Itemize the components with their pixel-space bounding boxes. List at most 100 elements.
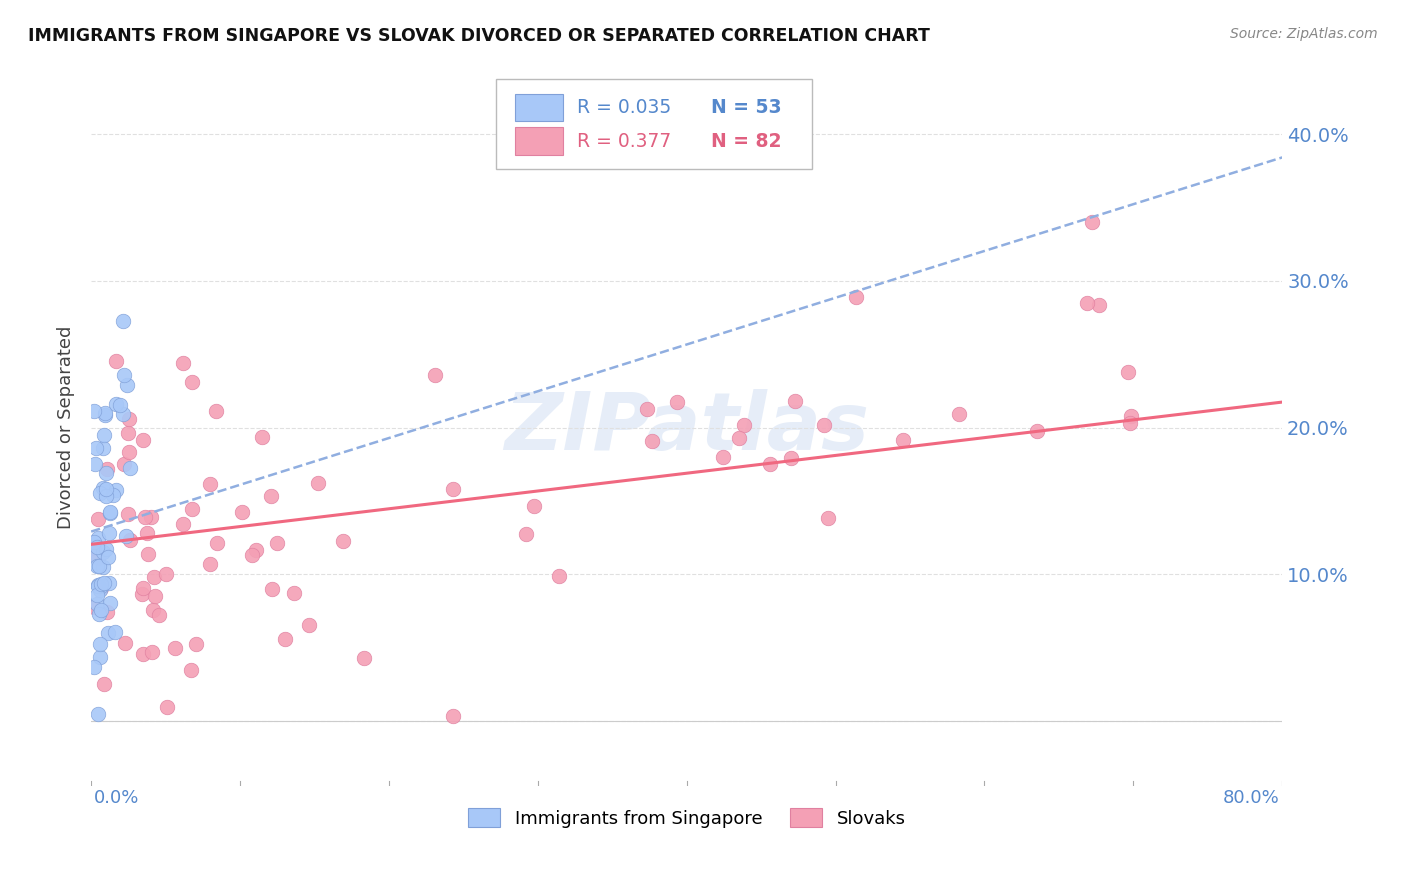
FancyBboxPatch shape [515, 94, 562, 121]
Point [515, 527, 537, 541]
Text: 80.0%: 80.0% [1222, 789, 1279, 807]
Point [307, 475, 329, 490]
Point [636, 401, 658, 416]
Point [101, 488, 124, 502]
Text: R = 0.377: R = 0.377 [576, 131, 671, 151]
Text: Source: ZipAtlas.com: Source: ZipAtlas.com [1230, 27, 1378, 41]
Point [131, 587, 153, 601]
Point [1088, 298, 1111, 312]
Point [250, 430, 273, 444]
Point [96, 466, 118, 480]
Point [117, 507, 139, 521]
Text: ZIPatlas: ZIPatlas [505, 389, 869, 467]
Point [96, 489, 118, 503]
Point [86, 588, 108, 602]
Point [1026, 424, 1049, 438]
Point [200, 476, 222, 491]
Point [1118, 365, 1140, 379]
Point [112, 407, 135, 421]
Text: N = 82: N = 82 [710, 131, 780, 151]
Point [93, 677, 115, 691]
Point [298, 617, 321, 632]
Point [83, 600, 105, 615]
Point [83, 541, 105, 556]
Point [90, 577, 112, 591]
Point [172, 517, 194, 532]
Point [115, 378, 138, 392]
Point [666, 394, 689, 409]
Point [283, 586, 305, 600]
Point [87, 706, 110, 721]
Point [93, 559, 115, 574]
Point [180, 663, 202, 677]
Point [93, 576, 115, 591]
Point [86, 597, 108, 611]
Point [112, 368, 135, 382]
Point [91, 441, 114, 455]
Y-axis label: Divorced or Separated: Divorced or Separated [58, 326, 75, 529]
Point [117, 426, 139, 441]
Point [728, 431, 751, 445]
Point [132, 647, 155, 661]
Point [441, 482, 464, 496]
Point [90, 581, 112, 595]
Point [120, 533, 142, 548]
Text: N = 53: N = 53 [710, 98, 782, 117]
FancyBboxPatch shape [515, 128, 562, 154]
Point [759, 457, 782, 471]
Point [845, 290, 868, 304]
Point [93, 428, 115, 442]
Point [163, 641, 186, 656]
Point [111, 314, 134, 328]
Point [83, 534, 105, 549]
Point [96, 462, 118, 476]
Point [132, 434, 155, 448]
Point [87, 512, 110, 526]
Point [83, 404, 105, 418]
Point [200, 557, 222, 571]
Point [155, 567, 177, 582]
Point [96, 541, 118, 556]
Point [86, 578, 108, 592]
Point [87, 531, 110, 545]
Point [94, 406, 117, 420]
Point [98, 506, 121, 520]
Point [86, 559, 108, 574]
Point [1081, 215, 1104, 229]
Point [1076, 295, 1098, 310]
Point [112, 458, 135, 472]
Point [143, 589, 166, 603]
Point [86, 540, 108, 554]
Point [136, 548, 159, 562]
Text: IMMIGRANTS FROM SINGAPORE VS SLOVAK DIVORCED OR SEPARATED CORRELATION CHART: IMMIGRANTS FROM SINGAPORE VS SLOVAK DIVO… [28, 27, 929, 45]
Point [87, 579, 110, 593]
Point [181, 375, 204, 389]
Point [205, 404, 228, 418]
Point [91, 544, 114, 558]
Point [172, 356, 194, 370]
Point [89, 650, 111, 665]
Point [423, 368, 446, 383]
Point [640, 434, 662, 449]
Legend: Immigrants from Singapore, Slovaks: Immigrants from Singapore, Slovaks [461, 801, 912, 835]
Point [97, 626, 120, 640]
Point [186, 637, 208, 651]
Point [90, 579, 112, 593]
Point [240, 548, 263, 562]
Point [89, 637, 111, 651]
Point [143, 570, 166, 584]
Point [93, 409, 115, 423]
Point [817, 510, 839, 524]
Point [104, 483, 127, 497]
Point [118, 460, 141, 475]
Point [86, 550, 108, 565]
Point [141, 645, 163, 659]
Point [273, 632, 295, 646]
Point [118, 444, 141, 458]
Point [148, 607, 170, 622]
Point [548, 569, 571, 583]
Point [260, 489, 283, 503]
Point [118, 412, 141, 426]
Point [245, 542, 267, 557]
Point [266, 536, 288, 550]
